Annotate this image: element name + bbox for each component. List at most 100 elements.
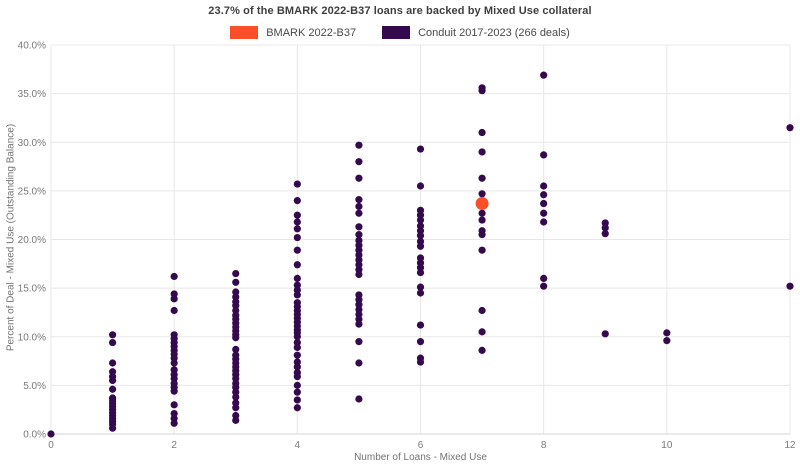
chart-title: 23.7% of the BMARK 2022-B37 loans are ba…: [208, 5, 592, 17]
conduit-data-point: [293, 351, 301, 359]
x-tick-label: 2: [171, 440, 177, 451]
conduit-data-point: [293, 197, 301, 205]
conduit-data-point: [478, 346, 486, 354]
conduit-data-point: [293, 211, 301, 219]
conduit-data-point: [108, 338, 117, 347]
conduit-data-point: [293, 233, 301, 242]
x-tick-label: 8: [541, 440, 547, 451]
y-tick-label: 10.0%: [18, 332, 46, 343]
bmark-data-point: [475, 197, 489, 211]
conduit-data-point: [293, 246, 301, 254]
conduit-data-point: [416, 321, 425, 329]
conduit-data-point: [355, 209, 363, 217]
conduit-data-point: [786, 124, 794, 132]
conduit-data-point: [170, 359, 178, 367]
x-tick-label: 4: [295, 440, 301, 451]
conduit-data-point: [232, 404, 240, 412]
legend-label: Conduit 2017-2023 (266 deals): [418, 26, 570, 39]
conduit-data-point: [540, 199, 548, 208]
conduit-data-point: [293, 373, 301, 381]
conduit-data-point: [540, 182, 548, 190]
conduit-data-point: [540, 209, 548, 217]
y-tick-label: 5.0%: [23, 381, 46, 392]
conduit-data-point: [478, 209, 486, 217]
conduit-data-point: [355, 202, 363, 211]
conduit-data-point: [478, 231, 486, 239]
conduit-data-point: [478, 148, 486, 156]
conduit-data-point: [478, 190, 486, 198]
conduit-data-point: [293, 333, 301, 341]
conduit-data-point: [108, 376, 117, 385]
conduit-data-point: [416, 182, 425, 190]
conduit-data-point: [355, 223, 363, 231]
conduit-data-point: [416, 268, 425, 277]
conduit-data-point: [540, 71, 548, 79]
x-axis-title: Number of Loans - Mixed Use: [354, 452, 487, 463]
conduit-data-point: [416, 289, 425, 297]
conduit-data-point: [108, 331, 117, 339]
conduit-data-point: [478, 246, 486, 254]
conduit-data-point: [355, 174, 363, 182]
conduit-data-point: [355, 359, 363, 367]
y-tick-label: 40.0%: [18, 41, 46, 52]
conduit-data-point: [416, 232, 425, 240]
conduit-data-point: [170, 419, 178, 427]
conduit-data-point: [293, 388, 301, 396]
conduit-data-point: [293, 396, 301, 404]
y-tick-label: 0.0%: [23, 430, 46, 441]
conduit-data-point: [170, 387, 178, 395]
conduit-data-point: [601, 230, 609, 238]
conduit-data-point: [663, 329, 671, 337]
conduit-data-point: [293, 261, 301, 269]
conduit-data-point: [232, 278, 240, 286]
conduit-data-point: [355, 338, 363, 346]
conduit-data-point: [355, 196, 363, 204]
conduit-data-point: [293, 363, 301, 371]
conduit-data-point: [232, 334, 240, 342]
conduit-data-point: [293, 404, 301, 412]
conduit-data-point: [293, 218, 301, 226]
conduit-data-point: [232, 269, 240, 278]
conduit-data-point: [293, 225, 301, 233]
conduit-data-point: [416, 358, 425, 366]
conduit-data-point: [293, 381, 301, 389]
conduit-data-point: [416, 242, 425, 250]
legend-swatch: [230, 26, 259, 39]
y-tick-label: 20.0%: [18, 235, 46, 246]
x-tick-label: 12: [784, 440, 796, 451]
conduit-data-point: [170, 272, 178, 281]
x-tick-label: 10: [661, 440, 673, 451]
conduit-data-point: [478, 216, 486, 224]
legend-item-1[interactable]: Conduit 2017-2023 (266 deals): [382, 26, 570, 39]
conduit-data-point: [293, 343, 301, 352]
conduit-data-point: [232, 416, 240, 424]
conduit-data-point: [478, 128, 486, 137]
y-tick-label: 25.0%: [18, 186, 46, 197]
conduit-data-point: [47, 430, 55, 438]
conduit-data-point: [478, 174, 486, 182]
x-tick-label: 0: [48, 440, 54, 451]
conduit-data-point: [355, 158, 363, 166]
conduit-data-point: [540, 218, 548, 226]
x-tick-label: 6: [418, 440, 424, 451]
conduit-data-point: [355, 141, 363, 149]
conduit-data-point: [786, 282, 794, 290]
conduit-data-point: [478, 87, 486, 95]
conduit-data-point: [170, 306, 178, 315]
legend-item-0[interactable]: BMARK 2022-B37: [230, 26, 356, 39]
conduit-data-point: [540, 274, 548, 282]
legend-label: BMARK 2022-B37: [266, 26, 357, 39]
legend: BMARK 2022-B37 Conduit 2017-2023 (266 dea…: [0, 26, 800, 39]
y-axis-title: Percent of Deal - Mixed Use (Outstanding…: [5, 123, 17, 352]
conduit-data-point: [540, 151, 548, 159]
conduit-data-point: [293, 180, 301, 188]
legend-swatch: [382, 26, 411, 39]
conduit-data-point: [540, 282, 548, 290]
conduit-data-point: [416, 145, 425, 153]
conduit-data-point: [416, 283, 425, 291]
y-tick-label: 35.0%: [18, 89, 46, 100]
conduit-data-point: [108, 424, 117, 432]
conduit-data-point: [355, 320, 363, 328]
